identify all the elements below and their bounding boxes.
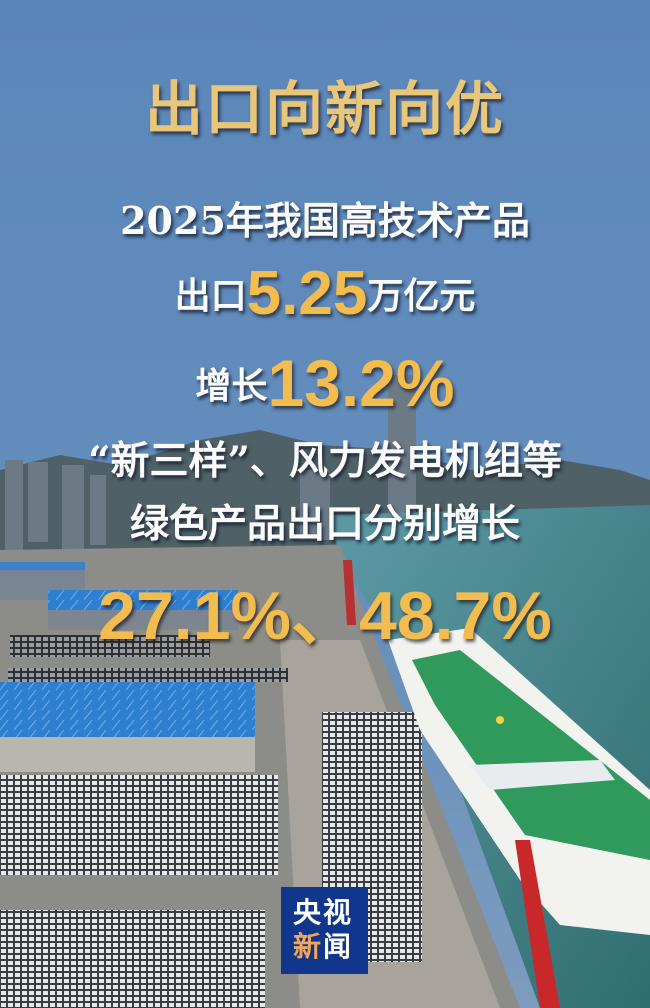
logo-char: 新: [293, 930, 324, 963]
poster-title: 出口向新向优: [144, 75, 505, 143]
headline-line-4: “新三样”、风力发电机组等: [88, 438, 562, 484]
headline-line-5: 绿色产品出口分别增长: [129, 501, 520, 547]
headline-line-3: 增长13.2%: [0, 345, 650, 421]
green-growth-values: 27.1%、48.7%: [0, 560, 650, 659]
headline-line-1: 2025年我国高技术产品: [120, 198, 530, 243]
export-value: 5.25: [246, 259, 368, 328]
cctv-news-logo: 央视 新闻: [281, 887, 368, 974]
new-three-growth: 27.1%: [98, 578, 291, 654]
wind-turbine-growth: 48.7%: [359, 578, 552, 654]
logo-char: 闻: [323, 930, 354, 963]
logo-char: 央: [293, 896, 324, 929]
logo-char: 视: [323, 896, 354, 929]
growth-label: 增长: [195, 365, 268, 407]
growth-value: 13.2%: [267, 346, 455, 420]
export-label: 出口: [174, 275, 247, 317]
headline-line-2: 出口5.25万亿元: [0, 258, 650, 329]
separator: 、: [290, 578, 359, 654]
export-unit: 万亿元: [367, 275, 476, 317]
